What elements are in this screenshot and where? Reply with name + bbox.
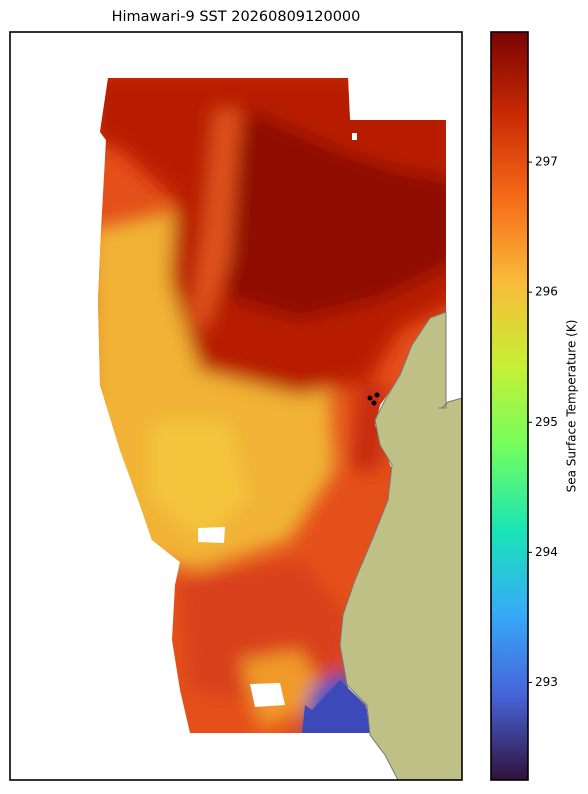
coast-points [367, 392, 380, 406]
colorbar: 293 294 295 296 297 [490, 31, 558, 781]
land [339, 311, 463, 781]
map-title: Himawari-9 SST 20260809120000 [112, 9, 361, 25]
map-frame [9, 31, 463, 781]
colorbar-tick-label: 293 [535, 675, 558, 689]
colorbar-label: Sea Surface Temperature (K) [565, 320, 579, 493]
colorbar-tick-label: 297 [535, 155, 558, 169]
colorbar-gradient [490, 31, 529, 781]
colorbar-tick-label: 294 [535, 545, 558, 559]
colorbar-tick-label: 295 [535, 415, 558, 429]
colorbar-tick-label: 296 [535, 285, 558, 299]
